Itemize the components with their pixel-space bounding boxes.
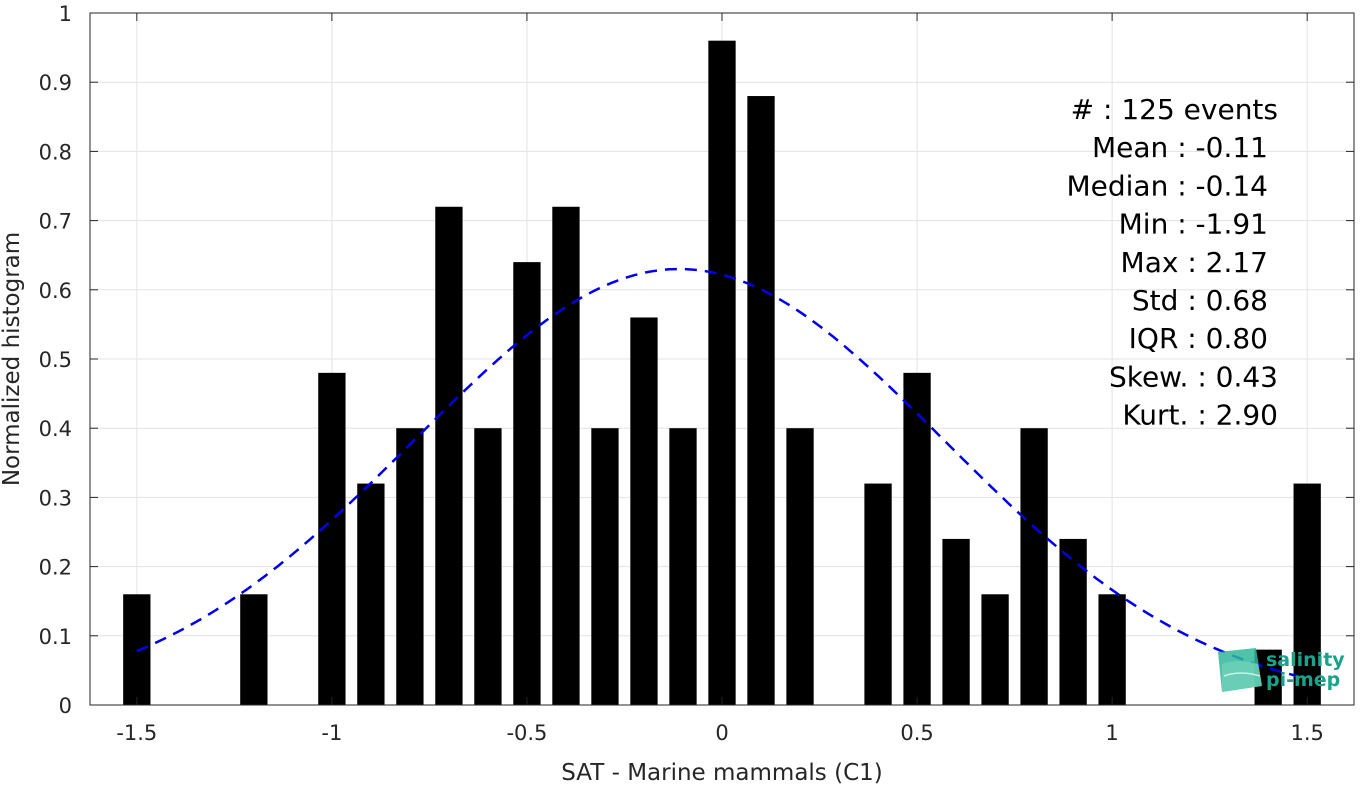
histogram-bar bbox=[747, 96, 775, 706]
histogram-bar bbox=[357, 483, 385, 705]
histogram-bar bbox=[942, 538, 970, 705]
y-tick-label: 0.9 bbox=[39, 71, 72, 95]
x-tick-label: 0.5 bbox=[900, 721, 933, 745]
histogram-bar bbox=[240, 594, 268, 705]
x-tick-label: -0.5 bbox=[506, 721, 547, 745]
y-tick-label: 0.2 bbox=[39, 556, 72, 580]
x-tick-label: 0 bbox=[715, 721, 728, 745]
stats-line: Std : 0.68 bbox=[1132, 284, 1268, 317]
x-tick-label: -1 bbox=[321, 721, 342, 745]
bars-group bbox=[123, 40, 1321, 706]
y-tick-label: 0.8 bbox=[39, 140, 72, 164]
histogram-bar bbox=[1020, 428, 1048, 705]
histogram-bar bbox=[435, 206, 463, 705]
histogram-bar bbox=[903, 372, 931, 705]
salinity-pimep-logo: salinity pi-mep bbox=[1218, 648, 1345, 692]
histogram-bar bbox=[708, 40, 736, 706]
y-ticks: 0 0.1 0.2 0.3 0.4 0.5 0.6 0.7 0.8 0.9 1 bbox=[39, 2, 1354, 718]
histogram-bar bbox=[1293, 483, 1321, 705]
x-tick-label: 1 bbox=[1105, 721, 1118, 745]
histogram-bar bbox=[474, 428, 502, 705]
histogram-bar bbox=[1098, 594, 1126, 705]
stats-line: Max : 2.17 bbox=[1121, 246, 1268, 279]
stats-line: Median : -0.14 bbox=[1066, 169, 1268, 202]
logo-text-line2: pi-mep bbox=[1266, 669, 1340, 691]
stats-line: Mean : -0.11 bbox=[1092, 131, 1268, 164]
histogram-bar bbox=[123, 594, 151, 705]
stats-line: Skew. : 0.43 bbox=[1109, 360, 1278, 393]
histogram-bar bbox=[786, 428, 814, 705]
logo-text-line1: salinity bbox=[1266, 649, 1345, 671]
stats-line: Min : -1.91 bbox=[1119, 208, 1268, 241]
x-tick-label: 1.5 bbox=[1290, 721, 1323, 745]
histogram-bar bbox=[630, 317, 658, 705]
y-axis-label: Normalized histogram bbox=[0, 232, 25, 486]
stats-box: # : 125 events Mean : -0.11 Median : -0.14… bbox=[1066, 93, 1278, 432]
fit-curve-line bbox=[136, 267, 1308, 680]
x-ticks: -1.5 -1 -0.5 0 0.5 1 1.5 bbox=[116, 13, 1324, 745]
histogram-bar bbox=[396, 428, 424, 705]
histogram-bar bbox=[513, 262, 541, 705]
histogram-bar bbox=[318, 372, 346, 705]
y-tick-label: 0.6 bbox=[39, 279, 72, 303]
histogram-bar bbox=[981, 594, 1009, 705]
y-tick-label: 0.5 bbox=[39, 348, 72, 372]
stats-line: # : 125 events bbox=[1071, 93, 1278, 126]
histogram-bar bbox=[864, 483, 892, 705]
histogram-bar bbox=[1059, 538, 1087, 705]
y-tick-label: 0.1 bbox=[39, 625, 72, 649]
histogram-bar bbox=[552, 206, 580, 705]
y-tick-label: 0.3 bbox=[39, 486, 72, 510]
logo-wave-icon bbox=[1218, 648, 1262, 692]
stats-line: Kurt. : 2.90 bbox=[1122, 399, 1278, 432]
y-tick-label: 1 bbox=[59, 2, 72, 26]
x-tick-label: -1.5 bbox=[116, 721, 157, 745]
y-tick-label: 0.4 bbox=[39, 417, 72, 441]
stats-line: IQR : 0.80 bbox=[1129, 322, 1268, 355]
histogram-bar bbox=[591, 428, 619, 705]
histogram-bar bbox=[669, 428, 697, 705]
x-axis-label: SAT - Marine mammals (C1) bbox=[561, 760, 883, 785]
y-tick-label: 0 bbox=[59, 694, 72, 718]
y-tick-label: 0.7 bbox=[39, 210, 72, 234]
